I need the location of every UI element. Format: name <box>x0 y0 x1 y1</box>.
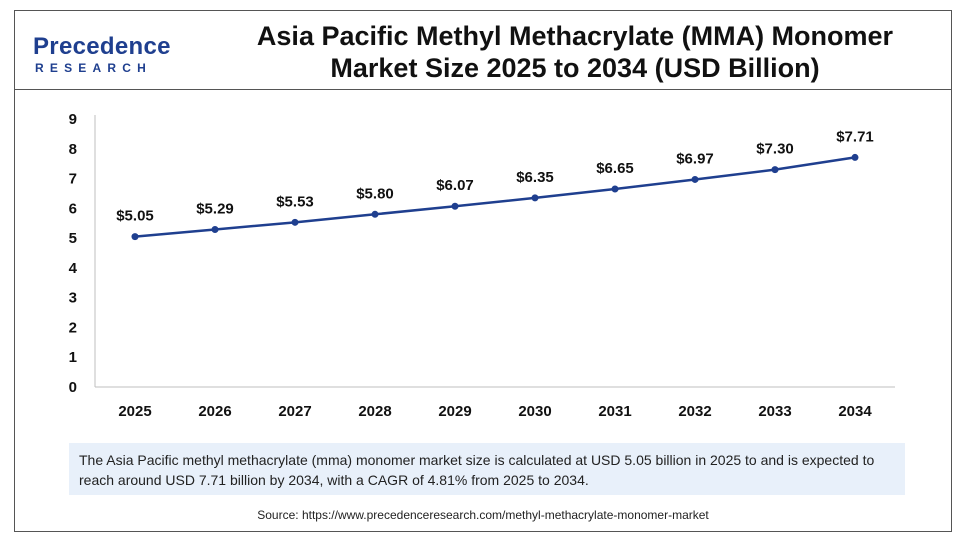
x-tick-label: 2031 <box>598 403 631 420</box>
data-point <box>771 166 779 174</box>
x-tick-label: 2027 <box>278 403 311 420</box>
source-note: Source: https://www.precedenceresearch.c… <box>257 508 709 522</box>
y-tick-label: 2 <box>69 319 77 336</box>
y-tick-label: 1 <box>69 349 77 366</box>
x-tick-label: 2034 <box>838 403 872 420</box>
header: Precedence RESEARCH Asia Pacific Methyl … <box>15 11 951 90</box>
x-tick-label: 2029 <box>438 403 471 420</box>
series-line <box>134 156 856 238</box>
data-point <box>611 185 619 193</box>
brand-logo: Precedence RESEARCH <box>33 33 193 81</box>
data-label: $6.07 <box>436 177 474 194</box>
y-tick-label: 6 <box>69 200 77 217</box>
data-point <box>851 153 859 161</box>
data-label: $7.71 <box>836 128 874 145</box>
data-label: $6.65 <box>596 160 634 177</box>
x-tick-label: 2026 <box>198 403 231 420</box>
chart-title-line2: Market Size 2025 to 2034 (USD Billion) <box>330 53 820 83</box>
y-tick-label: 0 <box>69 379 77 396</box>
data-point <box>131 233 139 241</box>
data-label: $7.30 <box>756 141 794 158</box>
y-tick-label: 9 <box>69 111 77 128</box>
data-point <box>691 175 699 183</box>
x-tick-label: 2030 <box>518 403 551 420</box>
y-tick-label: 8 <box>69 141 77 158</box>
data-label: $5.80 <box>356 185 394 202</box>
y-tick-label: 4 <box>69 260 78 277</box>
chart-frame: Precedence RESEARCH Asia Pacific Methyl … <box>14 10 952 532</box>
y-tick-label: 5 <box>69 230 77 247</box>
data-label: $6.35 <box>516 169 554 186</box>
logo-main-text: Precedence <box>33 33 171 60</box>
data-point <box>291 218 299 226</box>
data-point <box>211 225 219 233</box>
data-label: $6.97 <box>676 150 714 167</box>
logo-sub-text: RESEARCH <box>35 61 152 75</box>
data-label: $5.29 <box>196 200 234 217</box>
x-tick-label: 2032 <box>678 403 711 420</box>
x-tick-label: 2028 <box>358 403 391 420</box>
data-label: $5.05 <box>116 208 154 225</box>
line-chart: 0 1 2 3 4 5 6 7 8 9 2025 2026 2027 2028 2029 2030 2031 20… <box>69 111 895 420</box>
data-label: $5.53 <box>276 193 314 210</box>
chart-title-line1: Asia Pacific Methyl Methacrylate (MMA) M… <box>256 21 894 51</box>
x-tick-label: 2025 <box>118 403 151 420</box>
chart-title: Asia Pacific Methyl Methacrylate (MMA) M… <box>205 20 945 84</box>
x-tick-label: 2033 <box>758 403 791 420</box>
y-tick-label: 3 <box>69 290 77 307</box>
data-point <box>451 202 459 210</box>
y-tick-label: 7 <box>69 171 77 188</box>
chart-caption: The Asia Pacific methyl methacrylate (mm… <box>69 443 905 495</box>
data-point <box>531 194 539 202</box>
data-point <box>371 210 379 218</box>
